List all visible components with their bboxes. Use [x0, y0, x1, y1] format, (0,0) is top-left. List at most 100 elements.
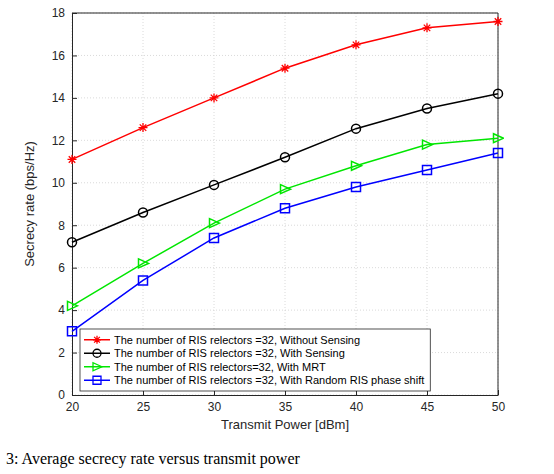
y-grid-line [72, 97, 498, 98]
x-axis-title: Transmit Power [dBm] [221, 417, 349, 432]
y-tick: 8 [58, 219, 77, 233]
legend-box [80, 329, 430, 391]
y-tick: 2 [58, 346, 77, 360]
grid [72, 13, 498, 395]
y-tick-label: 0 [58, 388, 65, 402]
y-grid-line [72, 182, 498, 183]
x-axis: 20253035404550 [66, 390, 506, 414]
series-marker [423, 166, 432, 175]
series-marker [68, 301, 78, 310]
series-line [72, 153, 498, 331]
y-grid-line [72, 13, 498, 14]
y-tick: 16 [52, 49, 77, 63]
chart: 20253035404550024681012141618The number … [0, 0, 554, 474]
y-tick-mark [72, 395, 77, 396]
frame-right [498, 13, 499, 395]
y-tick-mark [72, 268, 77, 269]
y-tick: 0 [58, 388, 77, 402]
x-tick-label: 45 [421, 400, 435, 414]
legend-marker [93, 336, 101, 344]
y-tick-mark [72, 225, 77, 226]
series-marker [494, 134, 504, 143]
y-axis: 0 2 4 6 8 10 12 14 16 18 [52, 6, 77, 402]
y-tick-label: 12 [52, 134, 66, 148]
series-marker [68, 238, 77, 247]
series-marker [352, 124, 361, 133]
x-tick: 50 [492, 390, 506, 414]
legend-label: The number of RIS relectors =32, With Ra… [114, 374, 424, 386]
series-line [72, 21, 498, 159]
x-tick-label: 30 [208, 400, 222, 414]
series-marker [494, 149, 503, 158]
y-tick-label: 16 [52, 49, 66, 63]
y-tick-mark [72, 183, 77, 184]
y-axis-line [72, 14, 73, 396]
x-tick-label: 25 [137, 400, 151, 414]
legend-line [84, 353, 110, 355]
series-marker [352, 161, 362, 170]
y-tick-label: 10 [52, 176, 66, 190]
series-marker [423, 140, 433, 149]
y-tick-label: 18 [52, 6, 66, 20]
y-tick: 10 [52, 176, 77, 190]
series-marker [68, 327, 77, 336]
series-marker [281, 64, 290, 73]
y-tick-mark [72, 55, 77, 56]
x-tick-label: 40 [350, 400, 364, 414]
legend-label: The number of RIS relectors =32, Without… [114, 334, 360, 346]
series-marker [423, 104, 432, 113]
plot: 20253035404550024681012141618The number … [52, 6, 506, 413]
series-marker [494, 17, 503, 26]
legend-label: The number of RIS relectors=32, With MRT [114, 361, 326, 373]
y-tick-label: 14 [52, 91, 66, 105]
legend: The number of RIS relectors =32, Without… [80, 329, 430, 391]
x-tick-label: 50 [492, 400, 506, 414]
x-tick: 40 [350, 390, 364, 414]
y-grid-line [72, 55, 498, 56]
series-marker [139, 276, 148, 285]
series-marker [210, 233, 219, 242]
y-grid-line [72, 140, 498, 141]
series-marker [281, 185, 291, 194]
y-tick-label: 6 [58, 261, 65, 275]
y-grid-line [72, 310, 498, 311]
series-marker [494, 89, 503, 98]
series-marker [139, 123, 148, 132]
x-tick-label: 35 [279, 400, 293, 414]
x-tick: 45 [421, 390, 435, 414]
series-line [72, 138, 498, 306]
series-marker [210, 219, 220, 228]
legend-marker [93, 363, 102, 371]
series-marker [352, 183, 361, 192]
x-grid-line [498, 13, 499, 395]
series-group [68, 17, 504, 336]
y-tick-label: 4 [58, 303, 65, 317]
y-tick-mark [72, 310, 77, 311]
legend-marker [93, 349, 101, 357]
series-marker [139, 208, 148, 217]
series-marker [139, 259, 149, 268]
legend-line [84, 366, 110, 368]
series-marker [210, 93, 219, 102]
x-axis-line [73, 395, 499, 396]
y-tick-label: 2 [58, 346, 65, 360]
y-tick-label: 8 [58, 219, 65, 233]
series-marker [68, 155, 77, 164]
y-tick-mark [72, 98, 77, 99]
x-tick: 30 [208, 390, 222, 414]
x-tick: 25 [137, 390, 151, 414]
frame-top [72, 13, 498, 14]
x-grid-line [72, 13, 73, 395]
series-marker [210, 180, 219, 189]
y-axis-title: Secrecy rate (bps/Hz) [22, 141, 37, 267]
series-marker [423, 23, 432, 32]
plot-background [72, 13, 498, 395]
x-tick: 35 [279, 390, 293, 414]
y-tick: 14 [52, 91, 77, 105]
legend-label: The number of RIS relectors =32, With Se… [114, 347, 345, 359]
legend-marker [93, 376, 101, 384]
caption: 3: Average secrecy rate versus transmit … [6, 450, 300, 468]
y-tick-mark [72, 140, 77, 141]
series-marker [281, 153, 290, 162]
y-grid-line [72, 225, 498, 226]
